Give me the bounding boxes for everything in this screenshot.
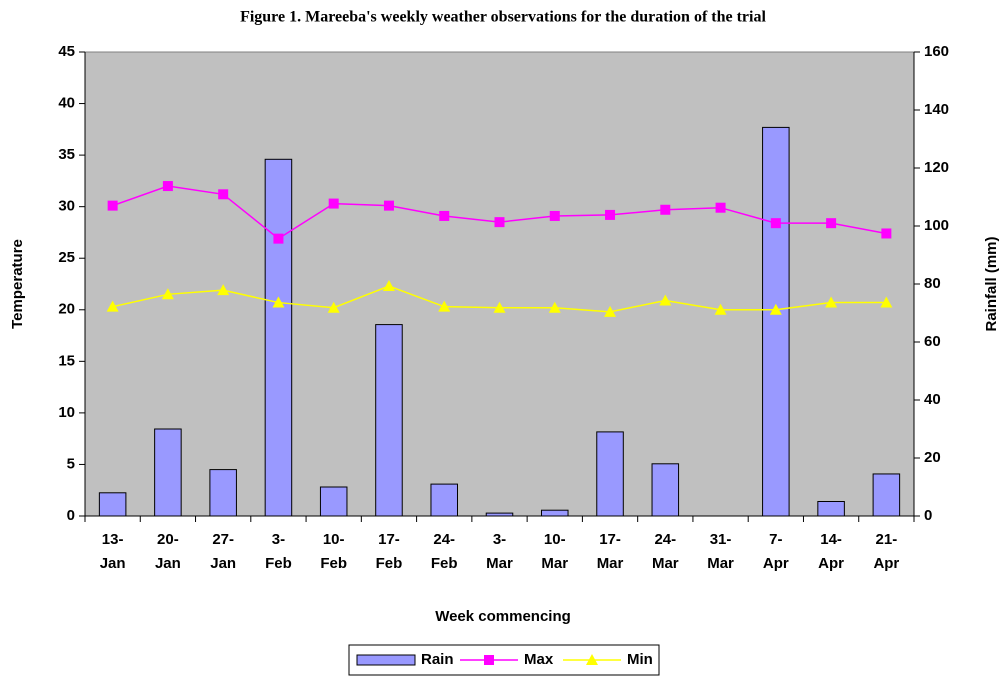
bar bbox=[817, 501, 845, 517]
marker bbox=[439, 210, 450, 221]
marker bbox=[825, 296, 838, 308]
legend-label: Min bbox=[627, 651, 653, 668]
y-tick-label: 45 bbox=[58, 43, 75, 60]
bar bbox=[209, 469, 237, 517]
y2-tick-label: 120 bbox=[924, 159, 949, 176]
marker bbox=[327, 301, 340, 313]
y-axis-label: Temperature bbox=[9, 239, 26, 329]
marker bbox=[383, 200, 394, 211]
bar bbox=[375, 324, 403, 517]
x-tick-label: 7-Apr bbox=[763, 531, 789, 572]
y2-tick-label: 40 bbox=[924, 391, 941, 408]
marker bbox=[272, 296, 285, 308]
y2-tick-label: 0 bbox=[924, 507, 932, 524]
y2-tick-label: 100 bbox=[924, 217, 949, 234]
plot-area bbox=[84, 51, 915, 517]
y2-tick-label: 140 bbox=[924, 101, 949, 118]
y-tick-label: 40 bbox=[58, 95, 75, 112]
bar bbox=[762, 126, 790, 517]
x-tick-label: 14-Apr bbox=[818, 531, 844, 572]
marker bbox=[161, 288, 174, 300]
marker bbox=[494, 217, 505, 228]
x-tick-label: 3-Feb bbox=[265, 531, 292, 572]
marker bbox=[217, 284, 230, 296]
y-tick-label: 20 bbox=[58, 301, 75, 318]
marker bbox=[107, 200, 118, 211]
marker bbox=[549, 210, 560, 221]
marker bbox=[328, 198, 339, 209]
bar bbox=[596, 431, 624, 517]
legend-label: Max bbox=[524, 651, 554, 668]
marker bbox=[586, 654, 598, 665]
marker bbox=[715, 202, 726, 213]
y-tick-label: 10 bbox=[58, 404, 75, 421]
y-tick-label: 5 bbox=[67, 455, 75, 472]
y-tick-label: 15 bbox=[58, 352, 75, 369]
marker bbox=[548, 301, 561, 313]
x-tick-label: 24-Feb bbox=[431, 531, 458, 572]
bar bbox=[98, 492, 127, 517]
marker bbox=[484, 655, 494, 665]
x-tick-label: 21-Apr bbox=[873, 531, 899, 572]
bar bbox=[430, 483, 458, 517]
marker bbox=[218, 189, 229, 200]
legend-label: Rain bbox=[421, 651, 454, 668]
chart-title: Figure 1. Mareeba's weekly weather obser… bbox=[240, 9, 766, 26]
marker bbox=[881, 228, 892, 239]
marker bbox=[604, 305, 617, 317]
y2-tick-label: 20 bbox=[924, 449, 941, 466]
y-tick-label: 0 bbox=[67, 507, 75, 524]
bar bbox=[541, 509, 569, 517]
marker bbox=[273, 233, 284, 244]
y2-tick-label: 160 bbox=[924, 43, 949, 60]
y-tick-label: 35 bbox=[58, 146, 75, 163]
marker bbox=[770, 218, 781, 229]
marker bbox=[162, 181, 173, 192]
y-tick-label: 30 bbox=[58, 198, 75, 215]
y2-tick-label: 80 bbox=[924, 275, 941, 292]
marker bbox=[605, 209, 616, 220]
marker bbox=[659, 294, 672, 306]
x-tick-label: 27-Jan bbox=[210, 531, 236, 572]
legend-swatch bbox=[356, 654, 416, 666]
marker bbox=[106, 300, 119, 312]
x-tick-label: 3-Mar bbox=[486, 531, 513, 572]
x-axis-label: Week commencing bbox=[435, 608, 571, 625]
bar bbox=[872, 473, 901, 517]
x-tick-label: 13-Jan bbox=[100, 531, 126, 572]
bar bbox=[651, 463, 680, 517]
x-tick-label: 17-Mar bbox=[597, 531, 624, 572]
x-tick-label: 20-Jan bbox=[155, 531, 181, 572]
x-tick-label: 31-Mar bbox=[707, 531, 734, 572]
bar bbox=[485, 512, 514, 517]
x-tick-label: 10-Mar bbox=[541, 531, 568, 572]
marker bbox=[382, 280, 395, 292]
marker bbox=[438, 300, 451, 312]
marker bbox=[880, 296, 893, 308]
x-tick-label: 24-Mar bbox=[652, 531, 679, 572]
bar bbox=[154, 428, 182, 517]
marker bbox=[660, 204, 671, 215]
bar bbox=[264, 158, 293, 517]
marker bbox=[769, 303, 782, 315]
marker bbox=[493, 301, 506, 313]
y2-axis-label: Rainfall (mm) bbox=[983, 236, 1000, 331]
x-tick-label: 17-Feb bbox=[376, 531, 403, 572]
bar bbox=[319, 486, 348, 517]
y2-tick-label: 60 bbox=[924, 333, 941, 350]
marker bbox=[826, 218, 837, 229]
marker bbox=[714, 303, 727, 315]
y-tick-label: 25 bbox=[58, 249, 75, 266]
x-tick-label: 10-Feb bbox=[320, 531, 347, 572]
